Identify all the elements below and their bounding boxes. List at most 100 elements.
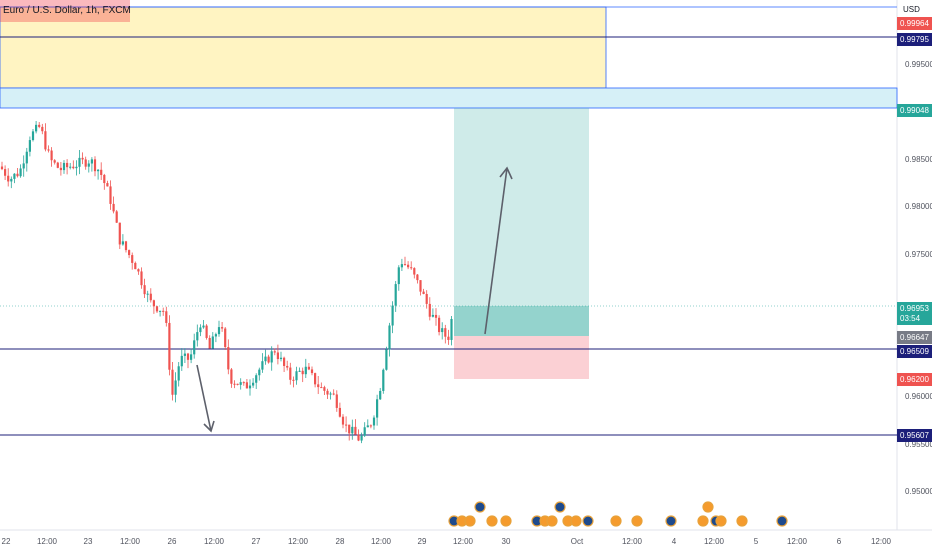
candle-body: [0, 166, 4, 170]
candle-body: [121, 241, 124, 245]
candle-body: [248, 385, 252, 389]
candle-body: [295, 371, 298, 381]
candle-body: [276, 352, 279, 360]
economic-event-flag-icon[interactable]: [715, 515, 727, 527]
economic-event-flag-icon[interactable]: [570, 515, 582, 527]
candle-body: [255, 375, 258, 383]
economic-event-flag-icon[interactable]: [776, 515, 788, 527]
time-tick-label: 12:00: [36, 537, 58, 546]
candle-body: [214, 334, 217, 337]
stop-loss-zone: [454, 336, 589, 379]
economic-event-flag-icon[interactable]: [554, 501, 566, 513]
symbol-title[interactable]: Euro / U.S. Dollar, 1h, FXCM: [3, 5, 131, 16]
time-tick-label: 22: [1, 537, 11, 546]
candle-body: [59, 167, 62, 171]
candle-body: [177, 366, 180, 381]
candle-body: [233, 383, 236, 385]
candle-body: [106, 183, 109, 187]
candle-body: [369, 425, 372, 427]
candle-body: [270, 351, 273, 363]
candle-body: [335, 394, 338, 408]
candle-body: [50, 150, 53, 161]
candle-body: [162, 310, 165, 312]
candle-body: [345, 424, 348, 426]
price-tag: 0.99048: [897, 104, 932, 117]
price-tick-label: 0.95500: [905, 439, 932, 449]
candle-body: [171, 369, 174, 395]
economic-event-flag-icon[interactable]: [702, 501, 714, 513]
economic-event-flag-icon[interactable]: [697, 515, 709, 527]
candle-body: [199, 327, 202, 333]
candle-body: [56, 162, 59, 168]
candle-body: [403, 264, 407, 266]
candle-body: [376, 399, 379, 418]
candle-body: [22, 163, 25, 169]
time-tick-label: 12:00: [287, 537, 309, 546]
candle-body: [394, 284, 397, 306]
candle-body: [447, 336, 450, 340]
economic-event-flag-icon[interactable]: [474, 501, 486, 513]
candle-body: [155, 306, 159, 312]
economic-event-flag-icon[interactable]: [500, 515, 512, 527]
candle-body: [273, 351, 276, 353]
candle-body: [84, 159, 87, 167]
down-arrow-shaft: [196, 364, 212, 432]
symbol-header-badge: [0, 0, 130, 22]
candle-body: [211, 336, 214, 349]
economic-event-flag-icon[interactable]: [582, 515, 594, 527]
candle-body: [258, 369, 261, 376]
candle-body: [112, 203, 115, 212]
candle-body: [357, 434, 360, 441]
candle-body: [338, 407, 341, 417]
time-tick-label: 6: [836, 537, 842, 546]
candle-body: [428, 303, 431, 317]
price-tag: 0.96200: [897, 373, 932, 386]
candle-body: [341, 416, 345, 425]
price-tick-label: 0.98000: [905, 202, 932, 212]
candle-body: [252, 382, 255, 386]
candle-body: [221, 327, 224, 329]
candle-body: [434, 314, 438, 318]
candle-body: [323, 387, 326, 391]
candle-body: [7, 175, 10, 182]
candle-body: [149, 293, 152, 301]
candle-body: [128, 250, 131, 256]
candle-body: [264, 356, 267, 362]
candle-body: [208, 337, 211, 349]
candle-body: [227, 347, 230, 370]
time-tick-label: 30: [501, 537, 511, 546]
time-tick-label: 29: [417, 537, 427, 546]
candle-body: [137, 269, 140, 272]
candle-body: [348, 424, 351, 434]
candle-body: [78, 157, 81, 167]
candle-body: [118, 222, 121, 245]
resistance-zone-rect: [0, 87, 898, 109]
candle-body: [193, 340, 196, 355]
economic-event-flag-icon[interactable]: [736, 515, 748, 527]
price-tag: 03:54: [897, 312, 932, 325]
candle-body: [87, 163, 90, 167]
economic-event-flag-icon[interactable]: [546, 515, 558, 527]
candle-body: [385, 349, 388, 370]
economic-event-flag-icon[interactable]: [486, 515, 498, 527]
candle-body: [183, 353, 186, 356]
candle-body: [53, 160, 56, 163]
candle-body: [360, 435, 363, 441]
candle-body: [134, 262, 137, 270]
candle-body: [28, 140, 31, 152]
economic-event-flag-icon[interactable]: [631, 515, 643, 527]
time-tick-label: 12:00: [452, 537, 474, 546]
candle-body: [397, 267, 400, 285]
economic-event-flag-icon[interactable]: [665, 515, 677, 527]
currency-label: USD: [903, 5, 920, 14]
candle-body: [75, 166, 78, 169]
candle-body: [16, 173, 19, 177]
price-tag: 0.99795: [897, 33, 932, 46]
time-tick-label: 28: [335, 537, 345, 546]
candle-body: [283, 357, 286, 366]
economic-event-flag-icon[interactable]: [610, 515, 622, 527]
candle-body: [351, 426, 354, 434]
candle-body: [372, 417, 376, 426]
economic-event-flag-icon[interactable]: [464, 515, 476, 527]
